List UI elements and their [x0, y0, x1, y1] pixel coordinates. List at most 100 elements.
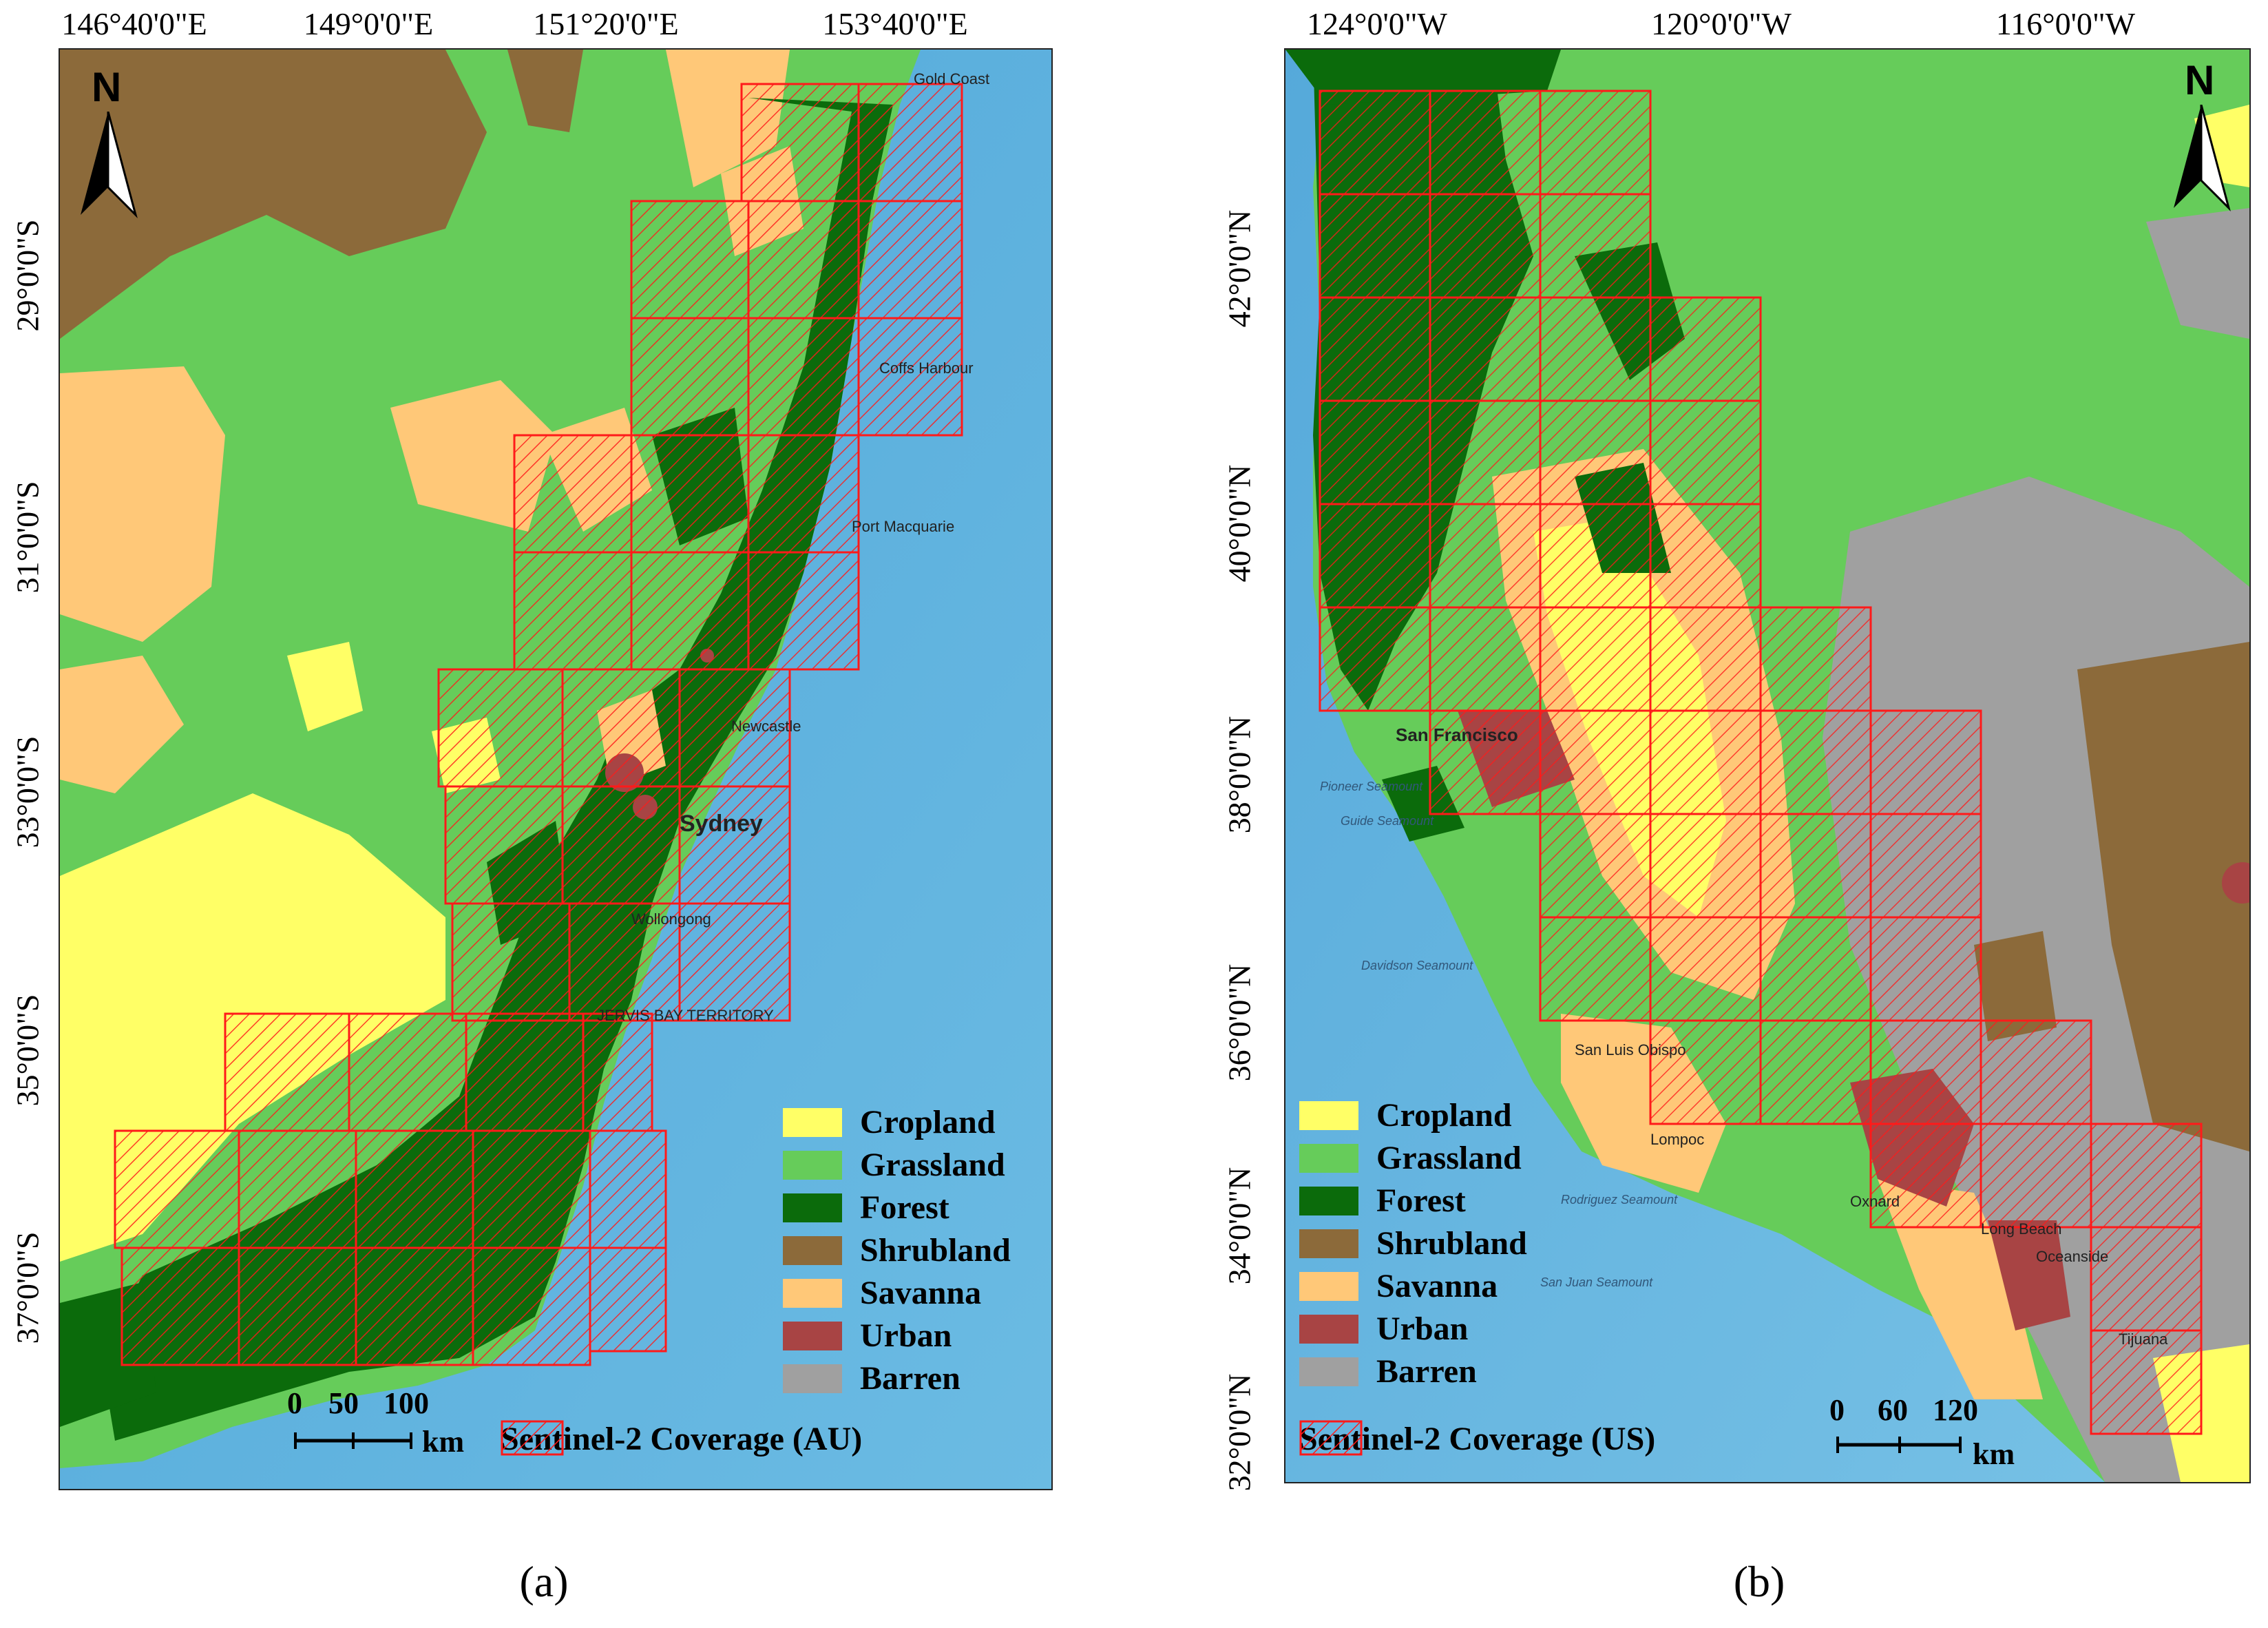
- legend-item-grassland: Grassland: [1299, 1139, 1522, 1177]
- place-port-macquarie: Port Macquarie: [852, 518, 955, 535]
- legend-label: Forest: [1376, 1182, 1466, 1219]
- legend-item-savanna: Savanna: [1299, 1267, 1498, 1305]
- place-guide-seamount: Guide Seamount: [1341, 814, 1434, 828]
- lat-label-b-3: 36°0'0"N: [1221, 963, 1257, 1082]
- scale-tick-1: 60: [1878, 1393, 1908, 1427]
- north-letter-b: N: [2185, 57, 2215, 103]
- legend-label: Savanna: [860, 1275, 982, 1311]
- legend-swatch: [1299, 1314, 1358, 1344]
- place-sydney: Sydney: [680, 811, 763, 837]
- legend-label: Barren: [1376, 1353, 1477, 1390]
- lat-label-a-4: 37°0'0"S: [10, 1231, 45, 1344]
- legend-label: Cropland: [860, 1104, 996, 1140]
- scale-bar-b: 0 60 120 km: [1829, 1392, 2050, 1475]
- map-a[interactable]: Gold Coast Coffs Harbour Port Macquarie …: [59, 48, 1053, 1490]
- legend-item-urban: Urban: [1299, 1310, 1468, 1348]
- north-arrow-a: N: [74, 63, 143, 222]
- scale-tick-2: 100: [384, 1386, 429, 1420]
- legend-swatch: [783, 1321, 842, 1350]
- map-b[interactable]: San Francisco Pioneer Seamount Guide Sea…: [1284, 48, 2251, 1483]
- north-arrow-a-icon: [81, 112, 138, 219]
- lat-label-a-0: 29°0'0"S: [10, 219, 45, 332]
- place-davidson-seamount: Davidson Seamount: [1361, 959, 1473, 972]
- north-letter-a: N: [92, 64, 122, 110]
- place-rodriguez-seamount: Rodriguez Seamount: [1561, 1193, 1678, 1207]
- place-oxnard: Oxnard: [1850, 1193, 1900, 1210]
- scale-bar-a-line: [294, 1432, 412, 1449]
- panel-a: 146°40'0"E 149°0'0"E 151°20'0"E 153°40'0…: [0, 0, 1102, 1628]
- place-jervis-bay: JERVIS BAY TERRITORY: [597, 1007, 774, 1024]
- legend-label: Cropland: [1376, 1097, 1512, 1134]
- legend-item-barren: Barren: [783, 1359, 960, 1397]
- legend-label: Shrubland: [860, 1232, 1011, 1269]
- scale-tick-0: 0: [1829, 1393, 1845, 1427]
- legend-swatch: [783, 1364, 842, 1393]
- scale-unit-b: km: [1973, 1437, 2015, 1471]
- legend-item-forest: Forest: [783, 1189, 949, 1227]
- place-gold-coast: Gold Coast: [914, 70, 990, 87]
- coverage-legend-a: Sentinel-2 Coverage (AU): [501, 1420, 862, 1458]
- legend-item-cropland: Cropland: [783, 1103, 996, 1141]
- panel-b: 124°0'0"W 120°0'0"W 116°0'0"W 42°0'0"N 4…: [1170, 0, 2268, 1628]
- north-arrow-b-icon: [2174, 105, 2231, 212]
- legend-label: Forest: [860, 1189, 949, 1226]
- lat-label-b-2: 38°0'0"N: [1221, 716, 1257, 834]
- map-b-canvas: [1285, 50, 2249, 1482]
- lon-label-a-2: 151°20'0"E: [533, 6, 679, 41]
- legend-label: Urban: [1376, 1311, 1469, 1347]
- lon-label-b-1: 120°0'0"W: [1651, 6, 1792, 41]
- place-newcastle: Newcastle: [731, 718, 801, 735]
- place-san-juan-seamount: San Juan Seamount: [1540, 1275, 1653, 1289]
- legend-item-forest: Forest: [1299, 1182, 1466, 1220]
- scale-tick-2: 120: [1933, 1393, 1978, 1427]
- lat-label-a-2: 33°0'0"S: [10, 735, 45, 848]
- legend-swatch: [1299, 1186, 1358, 1215]
- place-tijuana: Tijuana: [2119, 1330, 2168, 1348]
- place-wollongong: Wollongong: [631, 910, 711, 928]
- legend-item-shrubland: Shrubland: [1299, 1224, 1527, 1262]
- legend-label: Grassland: [860, 1147, 1005, 1183]
- lat-label-b-5: 32°0'0"N: [1221, 1373, 1257, 1492]
- scale-bar-a: 0 50 100 km: [287, 1386, 494, 1468]
- legend-swatch: [1299, 1357, 1358, 1386]
- legend-item-cropland: Cropland: [1299, 1096, 1512, 1134]
- legend-swatch: [1299, 1143, 1358, 1173]
- caption-b: (b): [1733, 1557, 1785, 1606]
- legend-label: Barren: [860, 1360, 960, 1397]
- lon-label-a-3: 153°40'0"E: [822, 6, 968, 41]
- legend-swatch: [783, 1278, 842, 1308]
- map-a-canvas: [60, 50, 1051, 1489]
- place-san-francisco: San Francisco: [1396, 724, 1518, 745]
- place-lompoc: Lompoc: [1650, 1131, 1705, 1148]
- legend-item-grassland: Grassland: [783, 1146, 1005, 1184]
- legend-label: Urban: [860, 1317, 952, 1354]
- place-coffs-harbour: Coffs Harbour: [879, 359, 974, 377]
- scale-tick-0: 0: [287, 1386, 302, 1420]
- legend-swatch: [783, 1150, 842, 1180]
- lat-label-b-0: 42°0'0"N: [1221, 209, 1257, 328]
- lon-label-b-2: 116°0'0"W: [1995, 6, 2136, 41]
- place-pioneer-seamount: Pioneer Seamount: [1320, 780, 1423, 793]
- legend-label: Shrubland: [1376, 1225, 1527, 1262]
- legend-swatch: [783, 1235, 842, 1265]
- place-oceanside: Oceanside: [2036, 1248, 2109, 1265]
- legend-item-barren: Barren: [1299, 1353, 1477, 1390]
- legend-label: Grassland: [1376, 1140, 1522, 1176]
- legend-label: Savanna: [1376, 1268, 1498, 1304]
- legend-swatch: [1299, 1229, 1358, 1258]
- north-arrow-b: N: [2167, 56, 2236, 222]
- legend-swatch: [1299, 1100, 1358, 1130]
- coverage-swatch-a: [501, 1420, 564, 1456]
- coverage-legend-b: Sentinel-2 Coverage (US): [1299, 1420, 1655, 1458]
- scale-tick-1: 50: [328, 1386, 359, 1420]
- scale-bar-b-line: [1836, 1437, 1962, 1453]
- legend-item-shrubland: Shrubland: [783, 1231, 1011, 1269]
- lat-label-b-4: 34°0'0"N: [1221, 1167, 1257, 1285]
- legend-item-savanna: Savanna: [783, 1274, 981, 1312]
- legend-item-urban: Urban: [783, 1317, 952, 1355]
- coverage-swatch-b: [1299, 1420, 1363, 1456]
- legend-swatch: [783, 1193, 842, 1222]
- legend-swatch: [1299, 1271, 1358, 1301]
- lon-label-a-0: 146°40'0"E: [61, 6, 207, 41]
- caption-a: (a): [519, 1557, 569, 1606]
